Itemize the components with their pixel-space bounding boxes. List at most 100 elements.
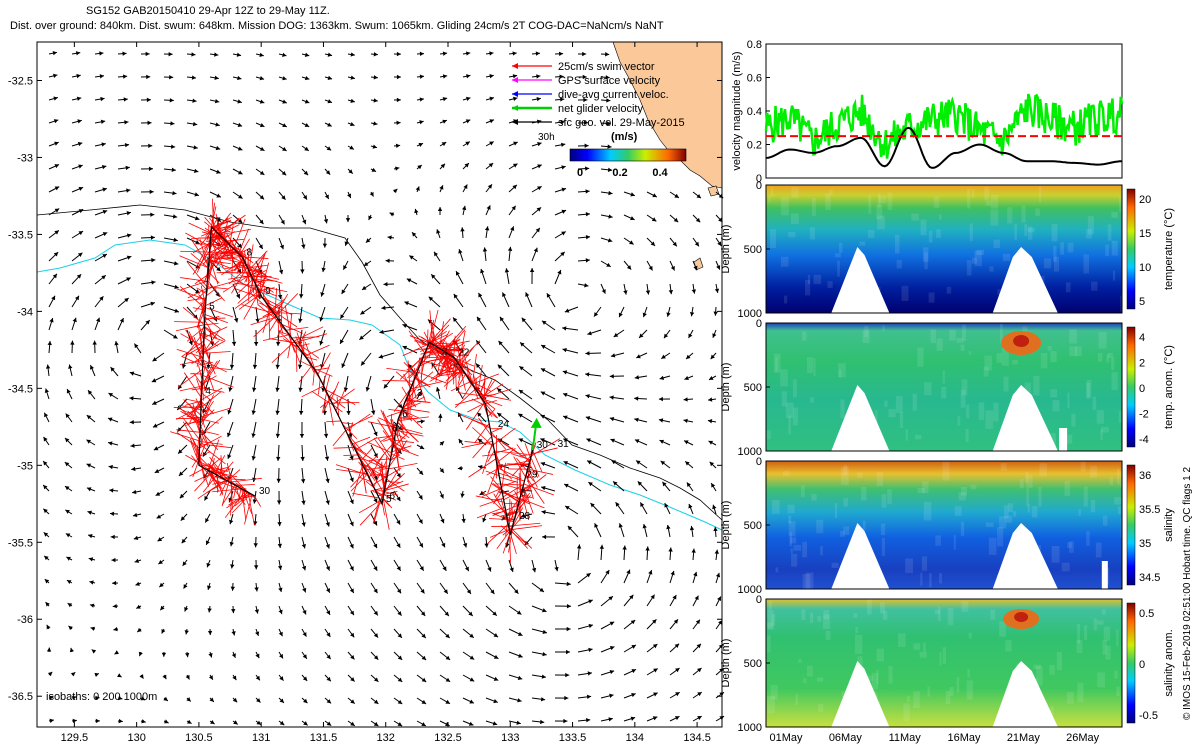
- footer-note: © IMOS 15-Feb-2019 02:51:00 Hobart time.…: [1182, 467, 1193, 720]
- track-point-label: 24: [498, 419, 510, 430]
- legend-arrowhead: [512, 105, 518, 111]
- legend-arrowhead: [512, 77, 518, 83]
- section-colorbar: [1126, 326, 1136, 448]
- colorbar-title: (m/s): [611, 131, 638, 143]
- section-cbar-tick-label: -0.5: [1139, 710, 1158, 722]
- velocity-ylabel: velocity magnitude (m/s): [731, 51, 743, 170]
- section-ytick-label: 1000: [738, 584, 762, 596]
- map-xtick-label: 130.5: [185, 732, 213, 744]
- map-ytick-label: -34: [17, 306, 33, 318]
- section-panel: 0 500 1000 Depth (m) 36 35.5 35 34.5 salinity: [720, 456, 1175, 596]
- section-ylabel: Depth (m): [720, 501, 732, 550]
- map-ytick-label: -36: [17, 614, 33, 626]
- swim-vectors: [170, 198, 561, 563]
- track-point-label: 5: [386, 494, 392, 505]
- section-xtick-label: 21May: [1007, 732, 1041, 744]
- seafloor-spike: [992, 385, 1058, 451]
- section-panel: 0 500 1000 Depth (m) 0.5 0 -0.5 salinity anom. 0…: [720, 594, 1175, 744]
- track-point-label: 29: [526, 470, 538, 481]
- section-cbar-tick-label: 0: [1139, 659, 1145, 671]
- section-cbar-tick-label: 4: [1139, 332, 1145, 344]
- section-ytick-label: 500: [744, 658, 762, 670]
- seafloor-spike: [831, 661, 890, 727]
- legend-entry: sfc geo. vel. 29-May-2015: [558, 117, 685, 129]
- map-background: [37, 42, 722, 727]
- legend-entry: net glider velocity: [558, 103, 643, 115]
- surface-velocity-field: [42, 50, 725, 727]
- track-point-label: 3: [417, 388, 423, 399]
- section-cbar-tick-label: 0.5: [1139, 608, 1154, 620]
- section-cbar-label: salinity anom.: [1163, 629, 1175, 696]
- map-xtick-label: 130: [127, 732, 145, 744]
- section-cbar-tick-label: 20: [1139, 194, 1151, 206]
- colorbar-tick-label: 0.4: [652, 167, 668, 179]
- track-point-label: 5: [209, 301, 215, 312]
- section-field: [766, 599, 1122, 727]
- legend-entry: 25cm/s swim vector: [558, 61, 655, 73]
- figure-title: SG152 GAB20150410 29-Apr 12Z to 29-May 1…: [86, 5, 330, 17]
- track-point-label: 30: [537, 440, 549, 451]
- map-xtick-label: 134: [626, 732, 644, 744]
- map-xtick-label: 132: [377, 732, 395, 744]
- velocity-series-black: [765, 126, 1122, 169]
- section-xtick-label: 01May: [769, 732, 803, 744]
- seafloor-spike: [831, 247, 890, 313]
- section-cbar-tick-label: 34.5: [1139, 572, 1160, 584]
- seafloor-spike: [992, 247, 1058, 313]
- velocity-ytick-label: 0: [756, 173, 762, 185]
- colorbar-tick-label: 0: [577, 167, 583, 179]
- section-field: [766, 185, 1122, 313]
- section-ytick-label: 500: [744, 244, 762, 256]
- section-cbar-label: temperature (°C): [1163, 208, 1175, 290]
- section-cbar-label: temp. anom. (°C): [1163, 345, 1175, 429]
- legend-entry: dive-avg current veloc.: [558, 89, 669, 101]
- velocity-ytick-label: 0.6: [747, 73, 762, 85]
- legend-entry: GPS surface velocity: [558, 75, 661, 87]
- net-velocity-head: [530, 417, 542, 428]
- map-xtick-label: 132.5: [434, 732, 462, 744]
- section-cbar-tick-label: 10: [1139, 262, 1151, 274]
- velocity-series-green: [764, 93, 1124, 159]
- colorbar-tick-label: 0.2: [612, 167, 627, 179]
- map-xtick-label: 131: [252, 732, 270, 744]
- track-point-label: 22: [458, 348, 470, 359]
- velocity-ytick-label: 0.4: [747, 106, 762, 118]
- section-panel: 0 500 1000 Depth (m) 4 2 0 -2 -4 temp. anom. (°C): [720, 318, 1175, 458]
- section-cbar-tick-label: 35.5: [1139, 504, 1160, 516]
- seafloor-spike: [831, 523, 890, 589]
- map-xtick-label: 133: [501, 732, 519, 744]
- map-ytick-label: -35: [17, 460, 33, 472]
- velocity-panel: 0 0.2 0.4 0.6 0.8 velocity magnitude (m/s): [731, 39, 1124, 185]
- section-ytick-label: 0: [756, 318, 762, 330]
- track-point-label: 4: [205, 386, 211, 397]
- legend-arrowhead: [512, 119, 518, 125]
- section-ytick-label: 500: [744, 382, 762, 394]
- section-cbar-tick-label: -4: [1139, 434, 1149, 446]
- seafloor-spike: [992, 523, 1058, 589]
- section-ylabel: Depth (m): [720, 225, 732, 274]
- section-ylabel: Depth (m): [720, 639, 732, 688]
- section-ytick-label: 0: [756, 456, 762, 468]
- section-ytick-label: 500: [744, 520, 762, 532]
- track-point-label: 9: [265, 286, 271, 297]
- section-xtick-label: 06May: [829, 732, 863, 744]
- section-ytick-label: 0: [756, 180, 762, 192]
- section-cbar-tick-label: -2: [1139, 409, 1149, 421]
- seafloor-spike: [992, 661, 1058, 727]
- section-cbar-tick-label: 2: [1139, 358, 1145, 370]
- section-colorbar: [1126, 464, 1136, 586]
- track-point-label: 31: [558, 439, 570, 450]
- map-ytick-label: -32.5: [8, 75, 33, 87]
- map-xtick-label: 134.5: [683, 732, 711, 744]
- map-xtick-label: 133.5: [559, 732, 587, 744]
- velocity-ytick-label: 0.8: [747, 39, 762, 51]
- track-point-label: 6: [520, 488, 526, 499]
- map-legend: 25cm/s swim vector GPS surface velocity di…: [512, 61, 687, 179]
- map-ytick-label: -33.5: [8, 229, 33, 241]
- velocity-lines: [764, 93, 1124, 169]
- section-xtick-label: 26May: [1066, 732, 1100, 744]
- track-point-label: 6: [392, 423, 398, 434]
